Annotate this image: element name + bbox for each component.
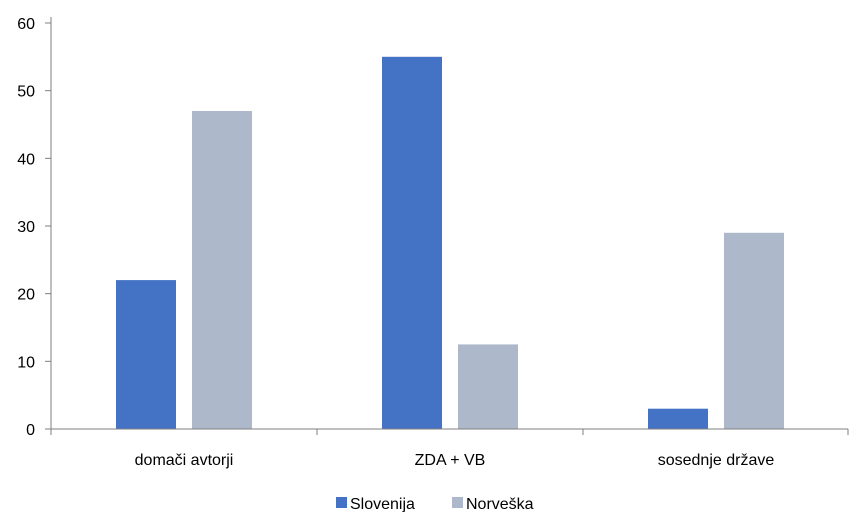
legend: Slovenija Norveška	[336, 496, 534, 512]
bar-slovenija-1	[116, 280, 176, 429]
bar-slovenija-3	[648, 408, 708, 429]
bars	[116, 56, 784, 430]
bar-norveška-1	[192, 111, 252, 429]
x-category-label: ZDA + VB	[415, 452, 486, 469]
y-axis: 0 10 20 30 40 50 60	[17, 16, 52, 439]
legend-label-slovenija: Slovenija	[350, 496, 415, 512]
x-category-label: sosednje države	[658, 452, 775, 469]
legend-label-norveška: Norveška	[466, 496, 534, 512]
bar-norveška-3	[724, 232, 784, 429]
y-tick-label: 50	[17, 84, 35, 101]
y-tick-label: 10	[17, 354, 35, 371]
y-tick-label: 20	[17, 287, 35, 304]
legend-swatch-slovenija	[336, 497, 347, 508]
y-tick-label: 40	[17, 151, 35, 168]
bar-slovenija-2	[382, 56, 442, 430]
y-tick-label: 0	[26, 422, 35, 439]
x-axis: domači avtorji ZDA + VB sosednje države	[50, 428, 849, 469]
bar-norveška-2	[458, 344, 518, 429]
x-category-label: domači avtorji	[135, 452, 234, 469]
y-tick-label: 60	[17, 16, 35, 33]
legend-swatch-norveška	[452, 497, 463, 508]
y-tick-label: 30	[17, 219, 35, 236]
